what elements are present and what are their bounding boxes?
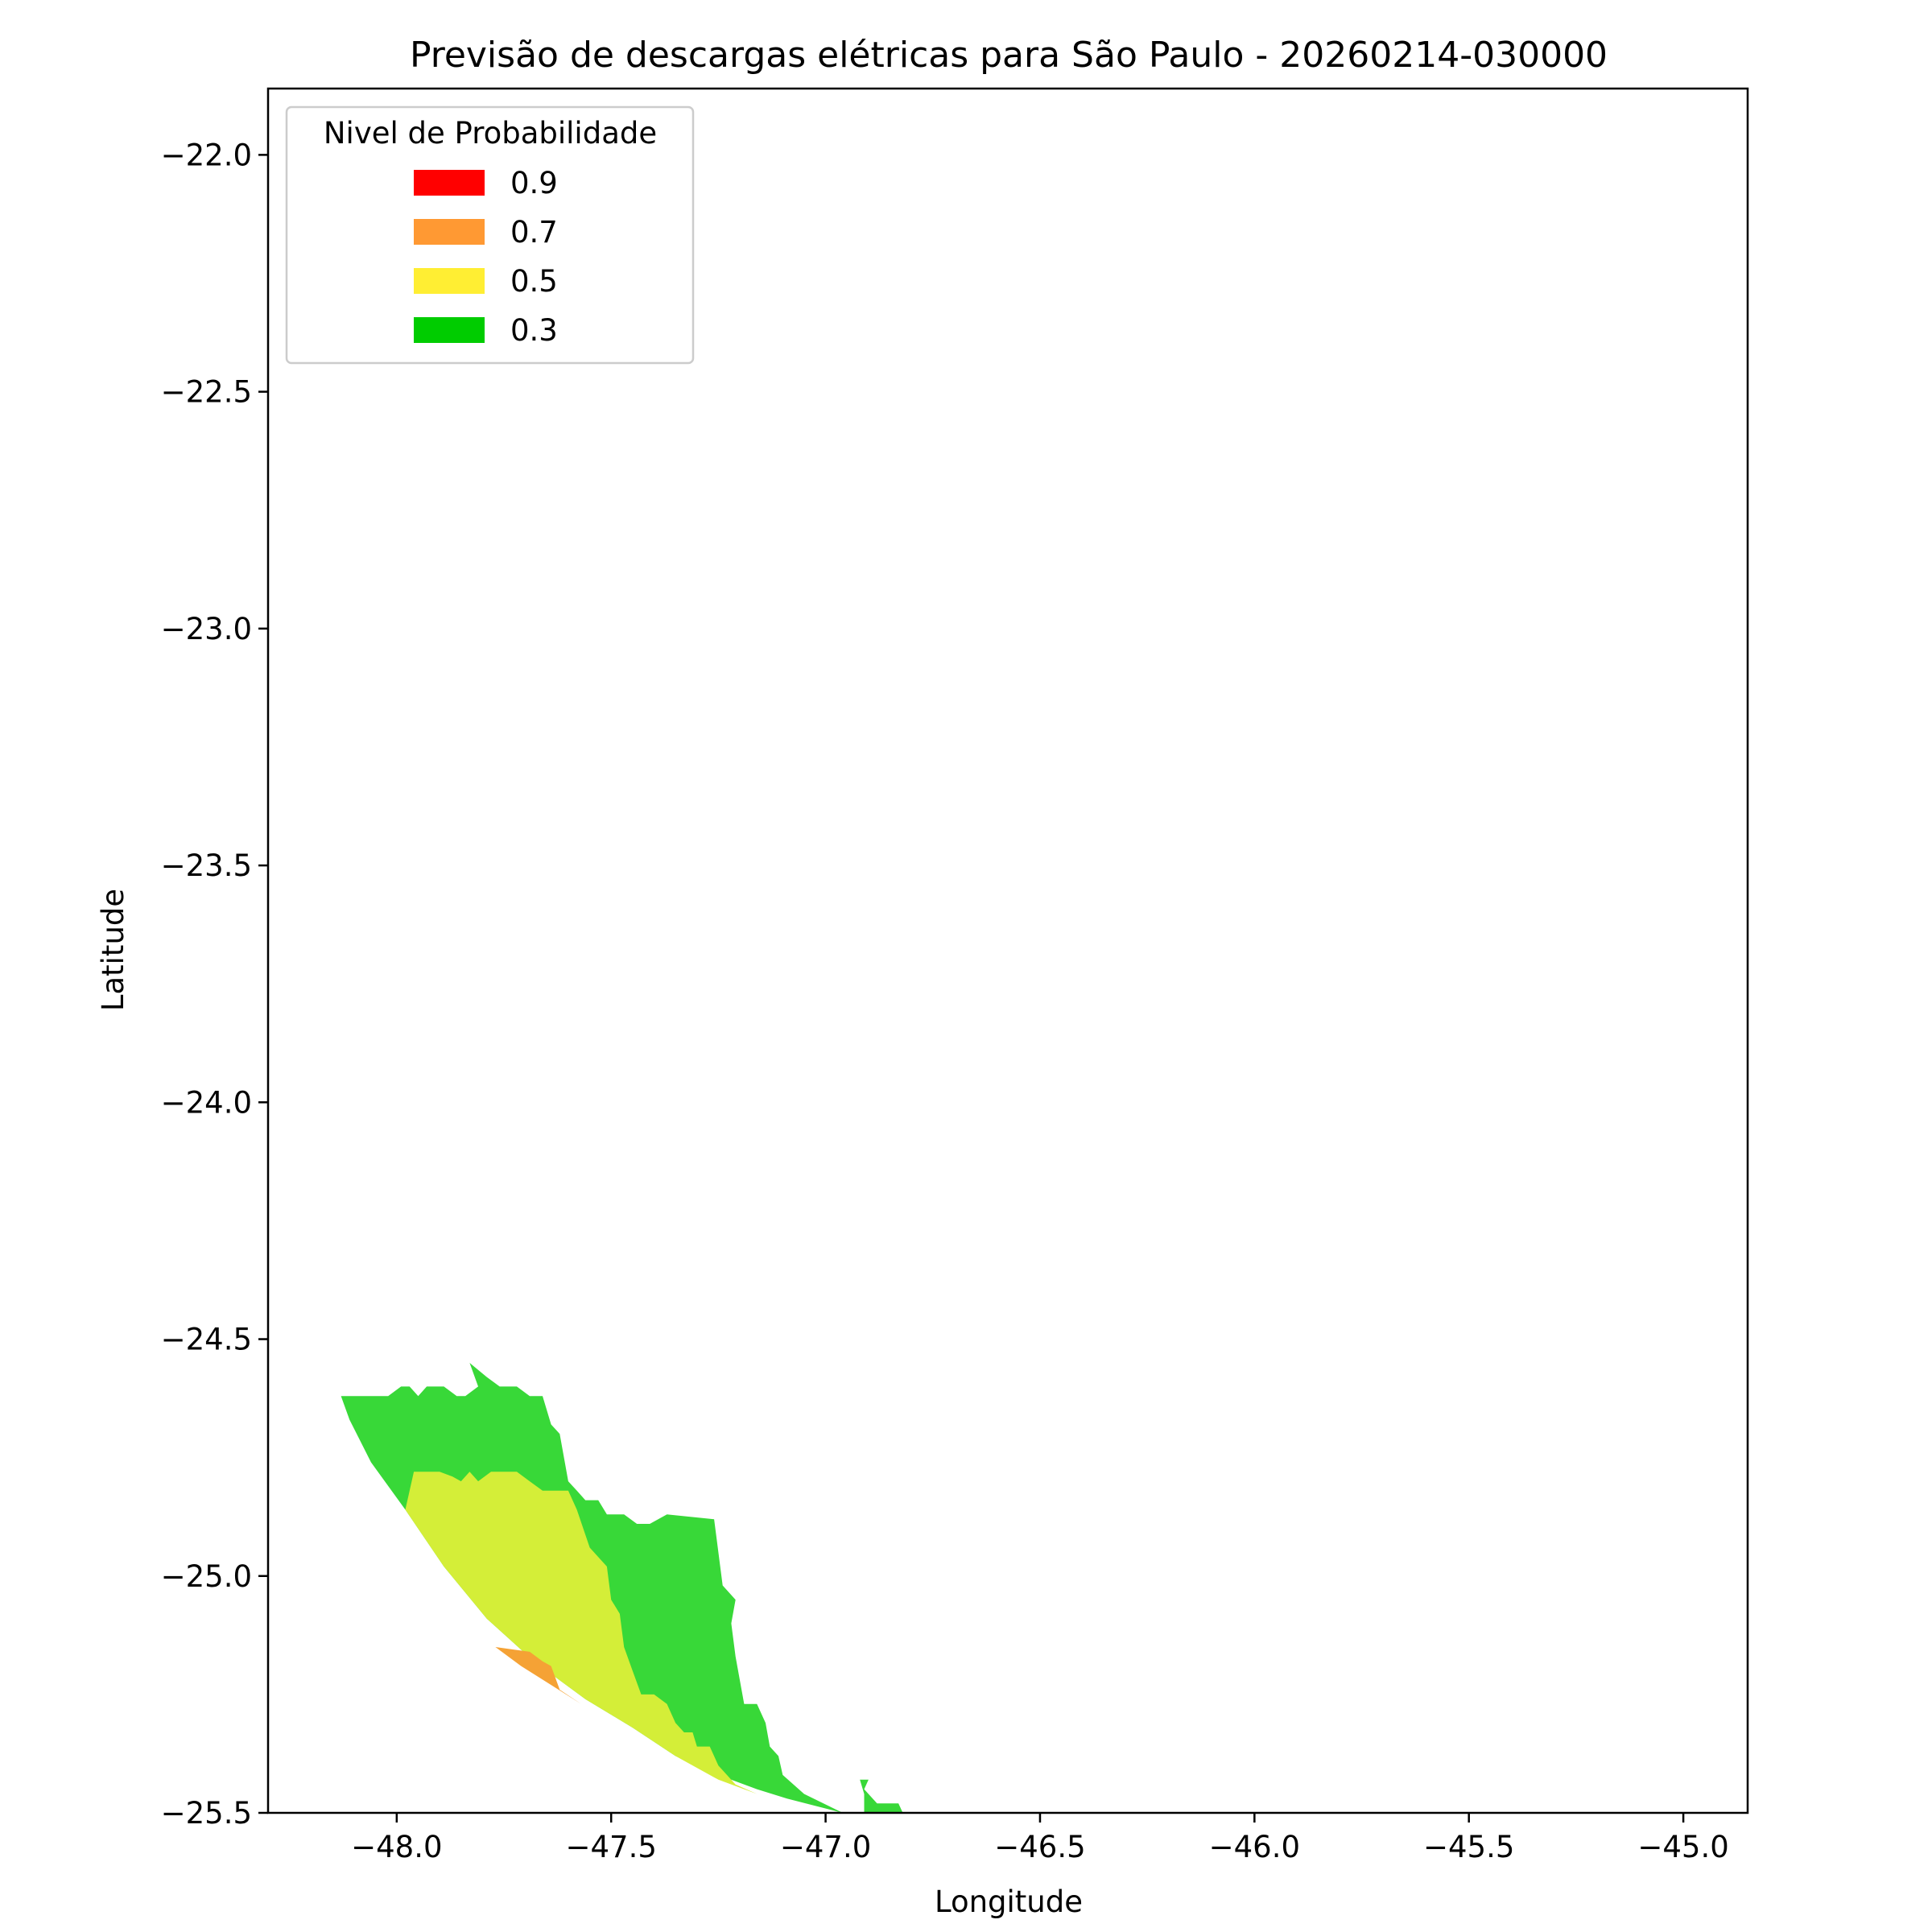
legend: Nivel de Probabilidade 0.9 0.7 0.5 0.3 (285, 105, 695, 365)
x-tick-label: −45.0 (1637, 1830, 1728, 1864)
legend-label-07: 0.7 (510, 215, 558, 250)
probability-region-03-1 (860, 1779, 903, 1813)
y-tick-label: −25.0 (161, 1559, 252, 1594)
legend-box (285, 105, 695, 365)
legend-swatch-07 (414, 219, 485, 245)
y-tick-label: −23.0 (161, 612, 252, 646)
x-tick-label: −47.0 (780, 1830, 871, 1864)
plot-frame (266, 87, 1749, 1814)
x-tick-label: −48.0 (351, 1830, 442, 1864)
y-tick-label: −23.5 (161, 848, 252, 883)
legend-swatch-05 (414, 268, 485, 294)
y-tick-label: −24.0 (161, 1085, 252, 1120)
y-axis-label: Latitude (96, 889, 130, 1011)
x-tick-label: −46.5 (994, 1830, 1085, 1864)
x-tick-label: −45.5 (1423, 1830, 1514, 1864)
y-tick-label: −24.5 (161, 1323, 252, 1357)
legend-swatch-09 (414, 170, 485, 196)
x-tick-label: −47.5 (566, 1830, 657, 1864)
probability-region-07-3 (495, 1647, 581, 1704)
y-tick-label: −22.0 (161, 138, 252, 172)
probability-region-05-2 (405, 1472, 758, 1794)
plot-area (341, 1363, 903, 1813)
legend-label-03: 0.3 (510, 313, 558, 348)
chart-title: Previsão de descargas elétricas para São… (410, 35, 1608, 76)
legend-entries: 0.9 0.7 0.5 0.3 (414, 166, 558, 348)
x-axis: −48.0 −47.5 −47.0 −46.5 −46.0 −45.5 −45.0 (351, 1813, 1729, 1864)
legend-label-09: 0.9 (510, 166, 558, 200)
legend-title: Nivel de Probabilidade (324, 116, 657, 151)
y-tick-label: −22.5 (161, 375, 252, 410)
legend-label-05: 0.5 (510, 264, 558, 299)
x-tick-label: −46.0 (1209, 1830, 1300, 1864)
legend-swatch-03 (414, 317, 485, 343)
y-axis: −22.0 −22.5 −23.0 −23.5 −24.0 −24.5 −25.0 −25.5 (161, 138, 268, 1831)
y-tick-label: −25.5 (161, 1796, 252, 1831)
x-axis-label: Longitude (935, 1885, 1083, 1919)
